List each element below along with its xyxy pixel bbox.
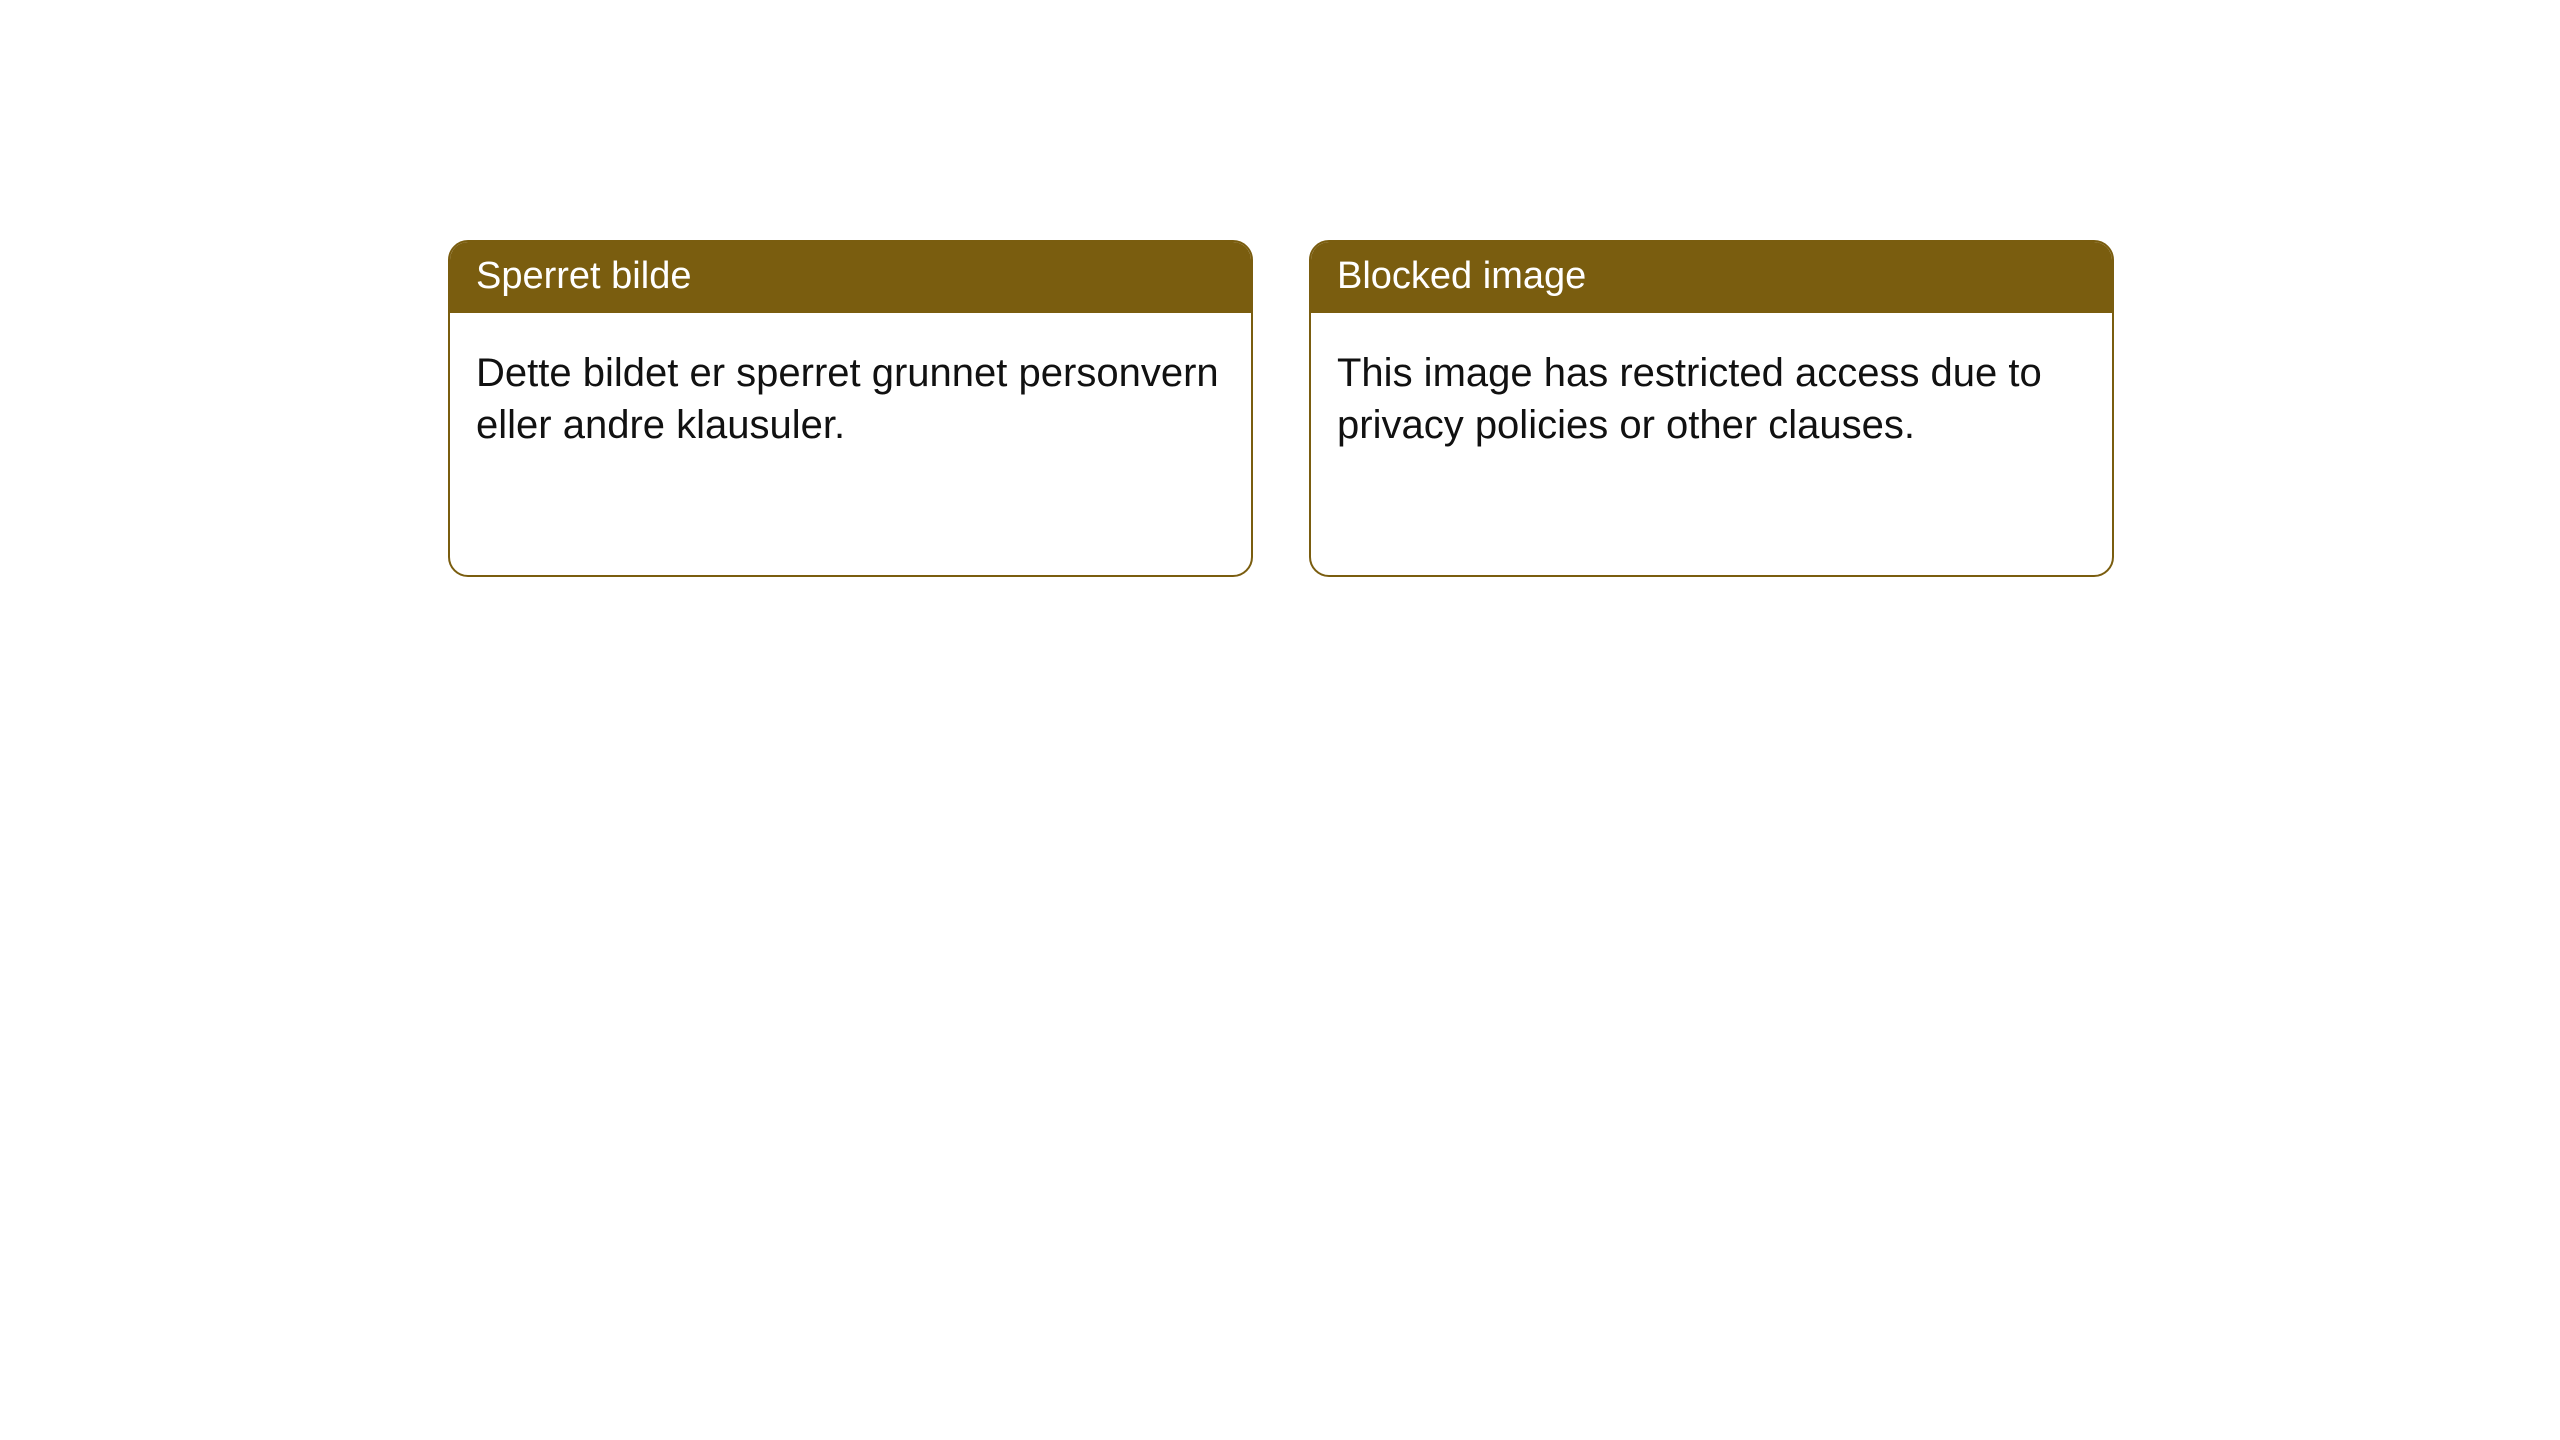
notice-title-english: Blocked image — [1311, 242, 2112, 313]
notice-container: Sperret bilde Dette bildet er sperret gr… — [0, 0, 2560, 577]
notice-box-english: Blocked image This image has restricted … — [1309, 240, 2114, 577]
notice-box-norwegian: Sperret bilde Dette bildet er sperret gr… — [448, 240, 1253, 577]
notice-body-english: This image has restricted access due to … — [1311, 313, 2112, 485]
notice-title-norwegian: Sperret bilde — [450, 242, 1251, 313]
notice-body-norwegian: Dette bildet er sperret grunnet personve… — [450, 313, 1251, 485]
